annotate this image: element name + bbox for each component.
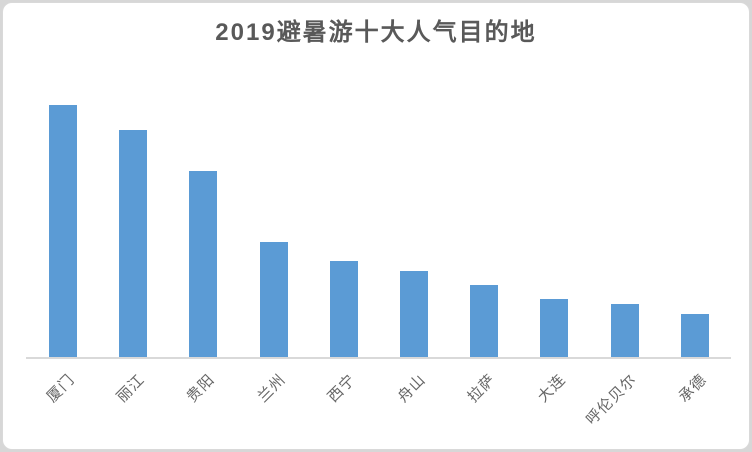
bar-拉萨 (470, 285, 499, 357)
category-label: 厦门 (43, 371, 79, 406)
bar-厦门 (49, 104, 77, 357)
category-label: 兰州 (254, 371, 289, 406)
category-label: 西宁 (324, 371, 359, 406)
chart-title: 2019避暑游十大人气目的地 (215, 19, 537, 46)
bar-丽江 (119, 129, 148, 357)
x-axis-line (26, 356, 731, 359)
bar-贵阳 (189, 171, 218, 357)
bar-西宁 (329, 261, 358, 357)
category-label: 承德 (675, 371, 710, 406)
category-label: 舟山 (394, 371, 430, 406)
category-label: 呼伦贝尔 (582, 371, 640, 429)
category-label: 丽江 (113, 371, 149, 406)
bar-舟山 (400, 271, 428, 357)
bar-兰州 (259, 242, 288, 357)
category-label: 贵阳 (183, 371, 219, 406)
category-label: 拉萨 (464, 371, 500, 406)
bar-呼伦贝尔 (610, 303, 639, 357)
bar-承德 (680, 314, 709, 357)
category-label: 大连 (534, 371, 570, 406)
bar-大连 (540, 298, 569, 357)
plot-area: 厦门 丽江 贵阳 兰州 西宁 舟山 拉萨 大连 呼伦贝尔 承德 (3, 3, 749, 449)
